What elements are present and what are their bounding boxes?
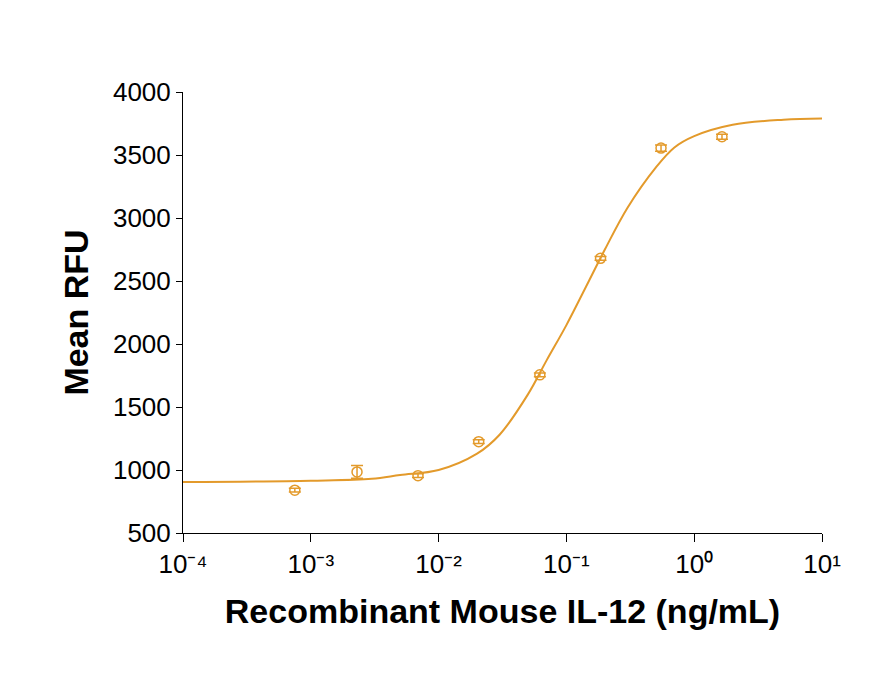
svg-text:10⁻⁴: 10⁻⁴ <box>158 549 207 579</box>
svg-text:10¹: 10¹ <box>803 549 841 579</box>
svg-text:3500: 3500 <box>113 140 171 170</box>
svg-text:Recombinant Mouse IL-12 (ng/mL: Recombinant Mouse IL-12 (ng/mL) <box>225 592 780 630</box>
svg-text:1500: 1500 <box>113 392 171 422</box>
svg-text:10⁻¹: 10⁻¹ <box>543 549 590 579</box>
svg-text:10⁻³: 10⁻³ <box>288 549 335 579</box>
svg-text:4000: 4000 <box>113 77 171 107</box>
svg-text:1000: 1000 <box>113 455 171 485</box>
svg-text:10⁻²: 10⁻² <box>415 549 462 579</box>
svg-text:2500: 2500 <box>113 266 171 296</box>
svg-text:500: 500 <box>127 518 170 548</box>
svg-text:2000: 2000 <box>113 329 171 359</box>
svg-text:Mean RFU: Mean RFU <box>57 229 95 395</box>
svg-text:10⁰: 10⁰ <box>675 549 713 579</box>
svg-text:3000: 3000 <box>113 203 171 233</box>
